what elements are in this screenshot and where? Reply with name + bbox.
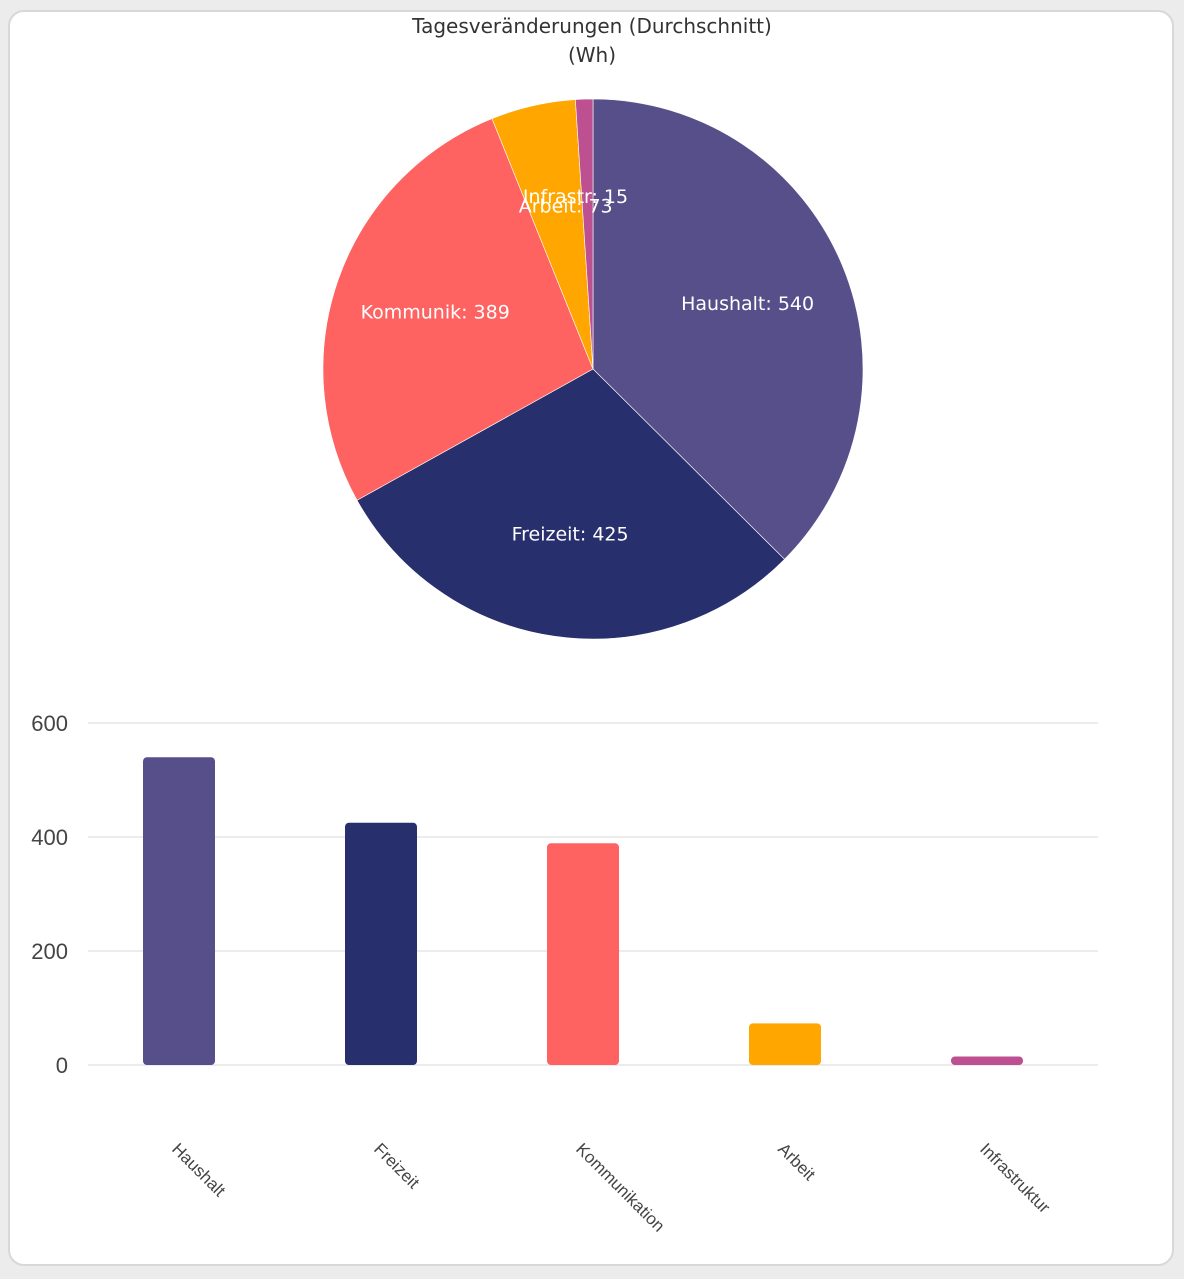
chart-title: Tagesveränderungen (Durchschnitt) (Wh) bbox=[0, 12, 1184, 70]
pie-label-haushalt: Haushalt: 540 bbox=[681, 293, 814, 315]
x-tick-labels: Haushalt Freizeit Kommunikation Arbeit Infra… bbox=[168, 1139, 1054, 1235]
y-tick-label-600: 600 bbox=[31, 711, 68, 736]
y-tick-label-200: 200 bbox=[31, 939, 68, 964]
pie-slice-freizeit[interactable] bbox=[356, 368, 785, 640]
x-tick-label-infrastruktur: Infrastruktur bbox=[976, 1139, 1054, 1217]
pie-label-freizeit: Freizeit: 425 bbox=[512, 523, 629, 545]
bar-chart: 0 200 400 600 Haushalt Freizeit Kommunikation A… bbox=[31, 711, 1098, 1236]
x-tick-label-arbeit: Arbeit bbox=[774, 1139, 819, 1184]
pie-slice-haushalt[interactable] bbox=[592, 98, 864, 560]
pie-label-infrastruktur: Infrastr: 15 bbox=[523, 186, 628, 208]
bar-haushalt[interactable] bbox=[143, 757, 215, 1065]
chart-title-line1: Tagesveränderungen (Durchschnitt) bbox=[412, 14, 772, 38]
pie-label-arbeit: Arbeit: 73 bbox=[519, 195, 613, 217]
y-tick-label-0: 0 bbox=[56, 1053, 68, 1078]
y-tick-label-400: 400 bbox=[31, 825, 68, 850]
chart-title-line2: (Wh) bbox=[567, 43, 617, 67]
pie-slice-infrastruktur[interactable] bbox=[575, 98, 594, 370]
bar-freizeit[interactable] bbox=[345, 822, 417, 1065]
bar-kommunikation[interactable] bbox=[547, 843, 619, 1065]
pie-labels: Haushalt: 540 Freizeit: 425 Kommunik: 389 A… bbox=[361, 186, 815, 545]
bar-infrastruktur[interactable] bbox=[951, 1056, 1023, 1065]
pie-slice-kommunikation[interactable] bbox=[322, 118, 594, 501]
pie-chart: Haushalt: 540 Freizeit: 425 Kommunik: 389 A… bbox=[322, 98, 864, 640]
bar-arbeit[interactable] bbox=[749, 1023, 821, 1065]
pie-label-kommunikation: Kommunik: 389 bbox=[361, 302, 510, 324]
bars bbox=[143, 757, 1023, 1065]
x-tick-label-haushalt: Haushalt bbox=[168, 1139, 229, 1200]
x-tick-label-kommunikation: Kommunikation bbox=[572, 1139, 668, 1235]
x-tick-label-freizeit: Freizeit bbox=[370, 1139, 423, 1192]
